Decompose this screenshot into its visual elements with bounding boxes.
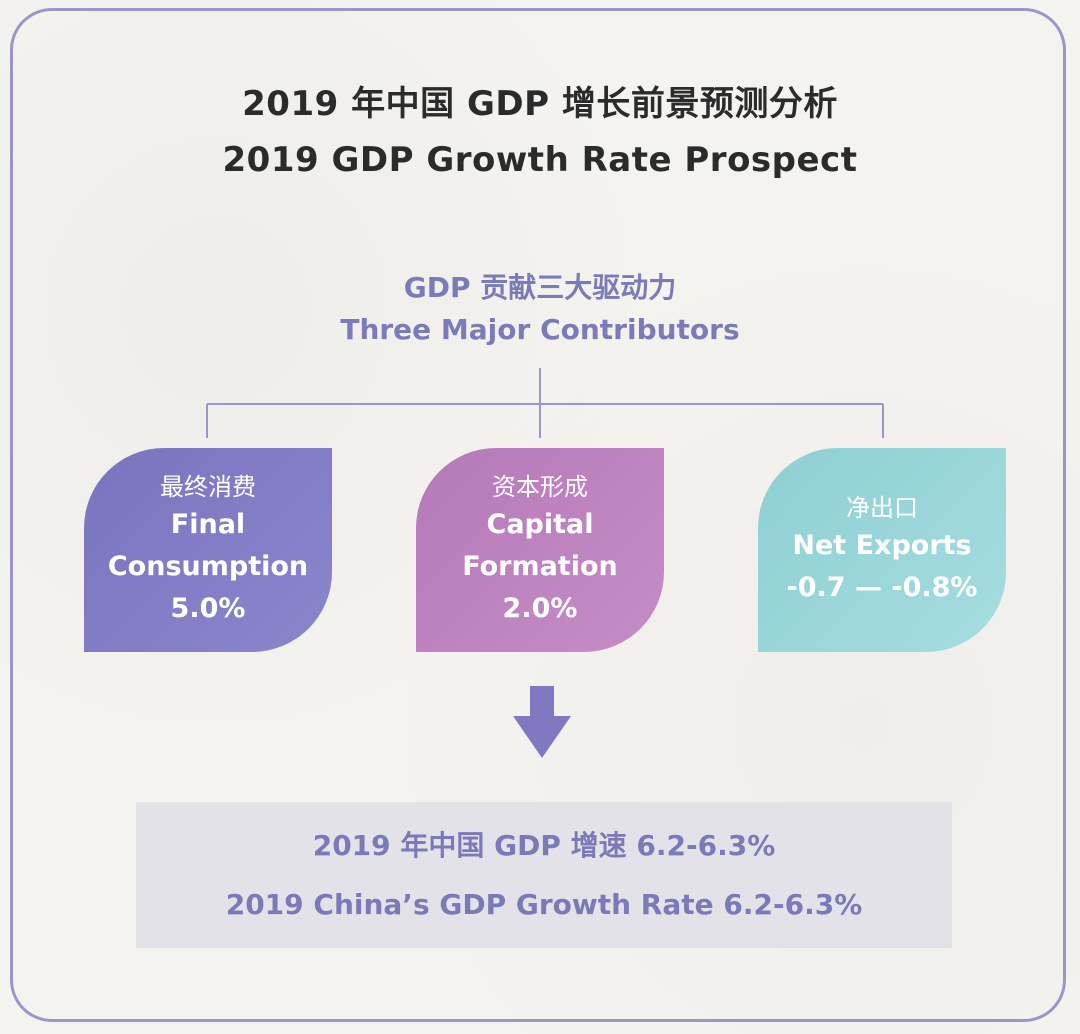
arrow-down-icon: [513, 686, 571, 758]
contributors-heading-zh: GDP 贡献三大驱动力: [403, 271, 677, 304]
net-exports-label-zh: 净出口: [846, 494, 918, 522]
capital-formation-label-en-1: Capital: [486, 509, 594, 540]
contributors-heading-en: Three Major Contributors: [340, 313, 740, 346]
capital-formation-label-en-2: Formation: [462, 551, 618, 582]
page-title-en: 2019 GDP Growth Rate Prospect: [222, 140, 858, 180]
capital-formation-label-zh: 资本形成: [492, 473, 588, 501]
net-exports-label-en: Net Exports: [792, 530, 972, 561]
capital-formation-value: 2.0%: [502, 593, 578, 624]
net-exports-value: -0.7 — -0.8%: [786, 572, 978, 603]
final-consumption-label-zh: 最终消费: [160, 473, 256, 501]
box-final-consumption: 最终消费 Final Consumption 5.0%: [84, 448, 332, 652]
result-text-en: 2019 China’s GDP Growth Rate 6.2-6.3%: [225, 888, 863, 921]
page-title-zh: 2019 年中国 GDP 增长前景预测分析: [242, 84, 838, 124]
box-capital-formation: 资本形成 Capital Formation 2.0%: [416, 448, 664, 652]
result-text-zh: 2019 年中国 GDP 增速 6.2-6.3%: [312, 829, 776, 862]
final-consumption-label-en-2: Consumption: [107, 551, 309, 582]
final-consumption-label-en-1: Final: [170, 509, 246, 540]
final-consumption-value: 5.0%: [170, 593, 246, 624]
box-net-exports: 净出口 Net Exports -0.7 — -0.8%: [758, 448, 1006, 652]
result-panel: 2019 年中国 GDP 增速 6.2-6.3% 2019 China’s GD…: [136, 802, 952, 948]
content-frame: [10, 8, 1066, 1022]
